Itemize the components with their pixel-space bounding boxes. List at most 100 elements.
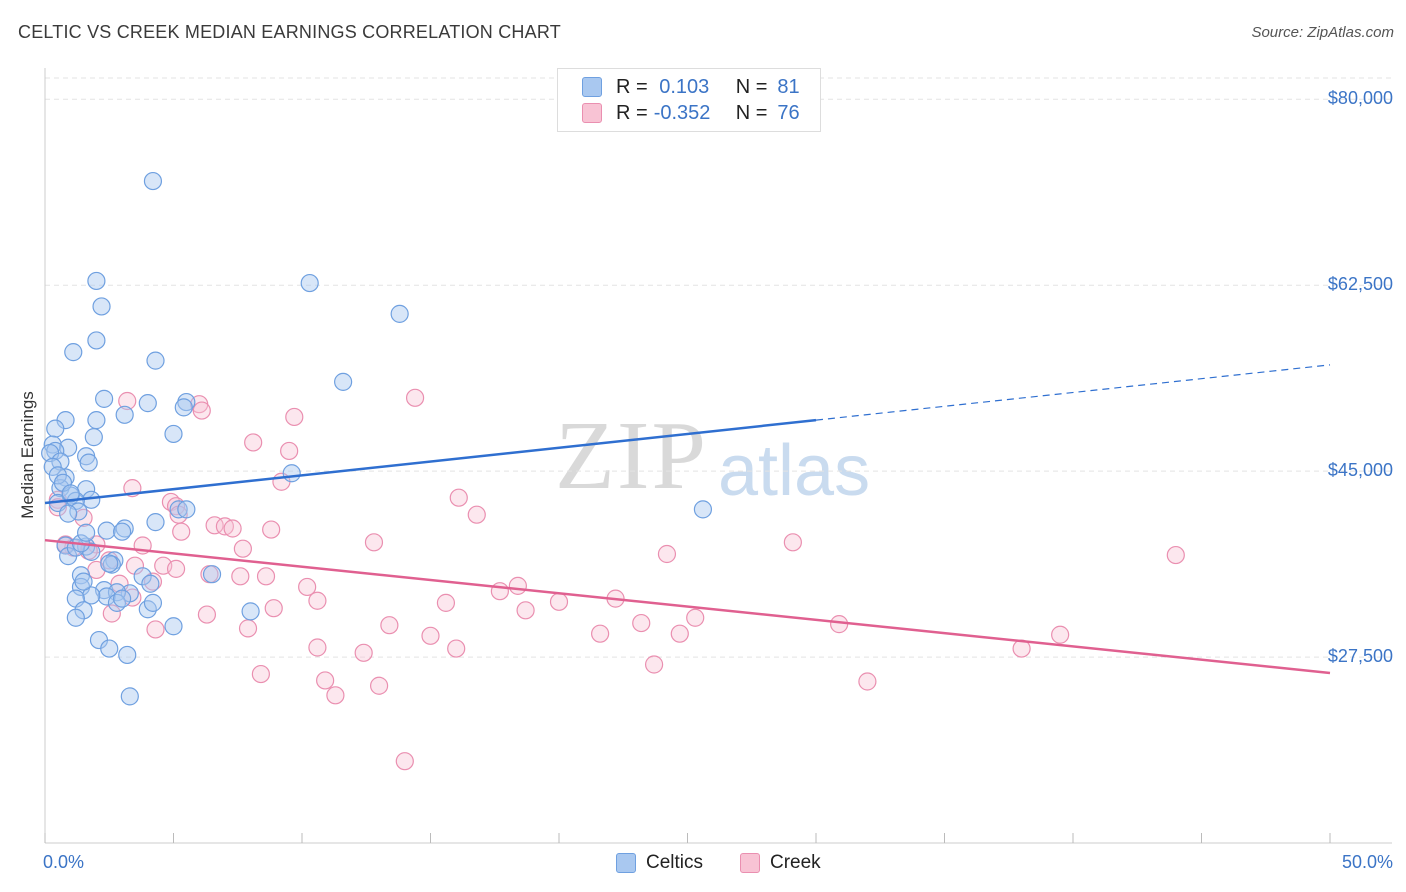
- creek-point: [632, 613, 651, 633]
- y-tick-label: $80,000: [1327, 88, 1393, 109]
- creek-point: [166, 559, 186, 578]
- creek-point: [405, 388, 425, 407]
- creek-point: [238, 619, 258, 638]
- celtics-point: [64, 343, 83, 362]
- creek-point: [436, 593, 456, 612]
- legend-r-label: R =: [616, 101, 648, 124]
- creek-point: [549, 592, 569, 611]
- celtics-point: [146, 513, 165, 532]
- legend-swatch-creek: [740, 853, 760, 873]
- celtics-point: [87, 271, 106, 291]
- legend-item-celtics[interactable]: Celtics: [616, 852, 703, 874]
- legend-row-celtics: R = 0.103 N = 81: [582, 74, 800, 100]
- creek-point: [118, 391, 137, 411]
- creek-point: [143, 572, 163, 591]
- celtics-point: [87, 331, 106, 350]
- creek-point: [380, 616, 399, 635]
- creek-points: [48, 388, 1185, 771]
- creek-point: [244, 433, 263, 452]
- creek-trend-line: [44, 538, 1331, 675]
- creek-point: [280, 441, 299, 461]
- celtics-point: [120, 687, 139, 706]
- legend-item-creek[interactable]: Creek: [740, 852, 821, 874]
- x-tick-label-max: 50.0%: [1341, 852, 1393, 872]
- celtics-point: [115, 519, 134, 538]
- celtics-point: [164, 617, 183, 636]
- celtics-point: [174, 398, 193, 417]
- celtics-point: [97, 587, 116, 606]
- legend-r-value: -0.352: [653, 101, 711, 124]
- x-tick-label-min: 0.0%: [43, 852, 85, 872]
- legend-label-creek: Creek: [770, 852, 821, 873]
- creek-point: [591, 624, 610, 643]
- celtics-point: [115, 405, 134, 424]
- celtics-trend-line: [44, 418, 817, 505]
- legend-row-creek: R = -0.352 N = 76: [582, 100, 800, 126]
- celtics-point: [177, 500, 196, 519]
- creek-point: [264, 599, 283, 618]
- creek-point: [1166, 545, 1185, 565]
- axes: [44, 68, 1392, 844]
- creek-point: [316, 671, 335, 690]
- watermark-zip: ZIP: [555, 402, 708, 510]
- creek-point: [326, 686, 345, 705]
- creek-point: [172, 522, 191, 541]
- creek-point: [516, 601, 535, 620]
- legend-swatch-celtics: [582, 77, 602, 97]
- celtics-point: [334, 372, 353, 391]
- legend-n-value: 76: [777, 101, 800, 124]
- creek-point: [508, 576, 527, 595]
- creek-point: [231, 567, 250, 586]
- celtics-point: [100, 554, 119, 573]
- celtics-point: [241, 602, 260, 621]
- creek-point: [858, 672, 877, 691]
- creek-point: [395, 752, 414, 771]
- celtics-points: [41, 171, 713, 706]
- celtics-point: [112, 522, 132, 541]
- celtics-point: [59, 504, 78, 523]
- creek-point: [262, 520, 281, 539]
- celtics-point: [143, 171, 163, 191]
- celtics-point: [693, 500, 713, 519]
- celtics-point: [74, 572, 93, 591]
- celtics-point: [95, 389, 114, 408]
- celtics-point: [77, 523, 96, 542]
- celtics-point: [74, 601, 93, 620]
- stats-legend: R = 0.103 N = 81 R = -0.352 N = 76: [557, 68, 821, 132]
- creek-point: [308, 638, 327, 657]
- celtics-point: [100, 639, 119, 658]
- celtics-point: [146, 351, 165, 370]
- legend-r-value: 0.103: [653, 75, 710, 98]
- creek-point: [644, 655, 664, 674]
- creek-point: [251, 664, 270, 684]
- creek-point: [285, 407, 304, 427]
- chart-title: CELTIC VS CREEK MEDIAN EARNINGS CORRELAT…: [18, 22, 561, 42]
- y-tick-label: $62,500: [1327, 274, 1393, 295]
- creek-point: [197, 605, 217, 624]
- celtics-point: [133, 567, 152, 586]
- creek-point: [1051, 625, 1070, 644]
- y-tick-label: $27,500: [1327, 646, 1393, 667]
- creek-point: [447, 639, 466, 658]
- celtics-trend-extension: [815, 364, 1331, 421]
- celtics-point: [61, 484, 80, 503]
- legend-swatch-creek: [582, 103, 602, 123]
- celtics-point: [300, 273, 319, 293]
- trend-lines: [44, 364, 1331, 675]
- legend-swatch-celtics: [616, 853, 636, 873]
- legend-r-label: R =: [616, 75, 648, 98]
- creek-point: [490, 582, 509, 601]
- y-axis-label: Median Earnings: [18, 391, 37, 519]
- celtics-point: [282, 464, 301, 483]
- celtics-point: [169, 500, 188, 519]
- celtics-point: [141, 574, 160, 593]
- creek-point: [370, 676, 389, 695]
- celtics-point: [143, 593, 163, 612]
- creek-point: [298, 577, 317, 597]
- celtics-point: [112, 589, 132, 608]
- legend-label-celtics: Celtics: [646, 852, 704, 873]
- creek-point: [308, 591, 327, 610]
- celtics-point: [97, 521, 116, 540]
- creek-point: [102, 604, 121, 623]
